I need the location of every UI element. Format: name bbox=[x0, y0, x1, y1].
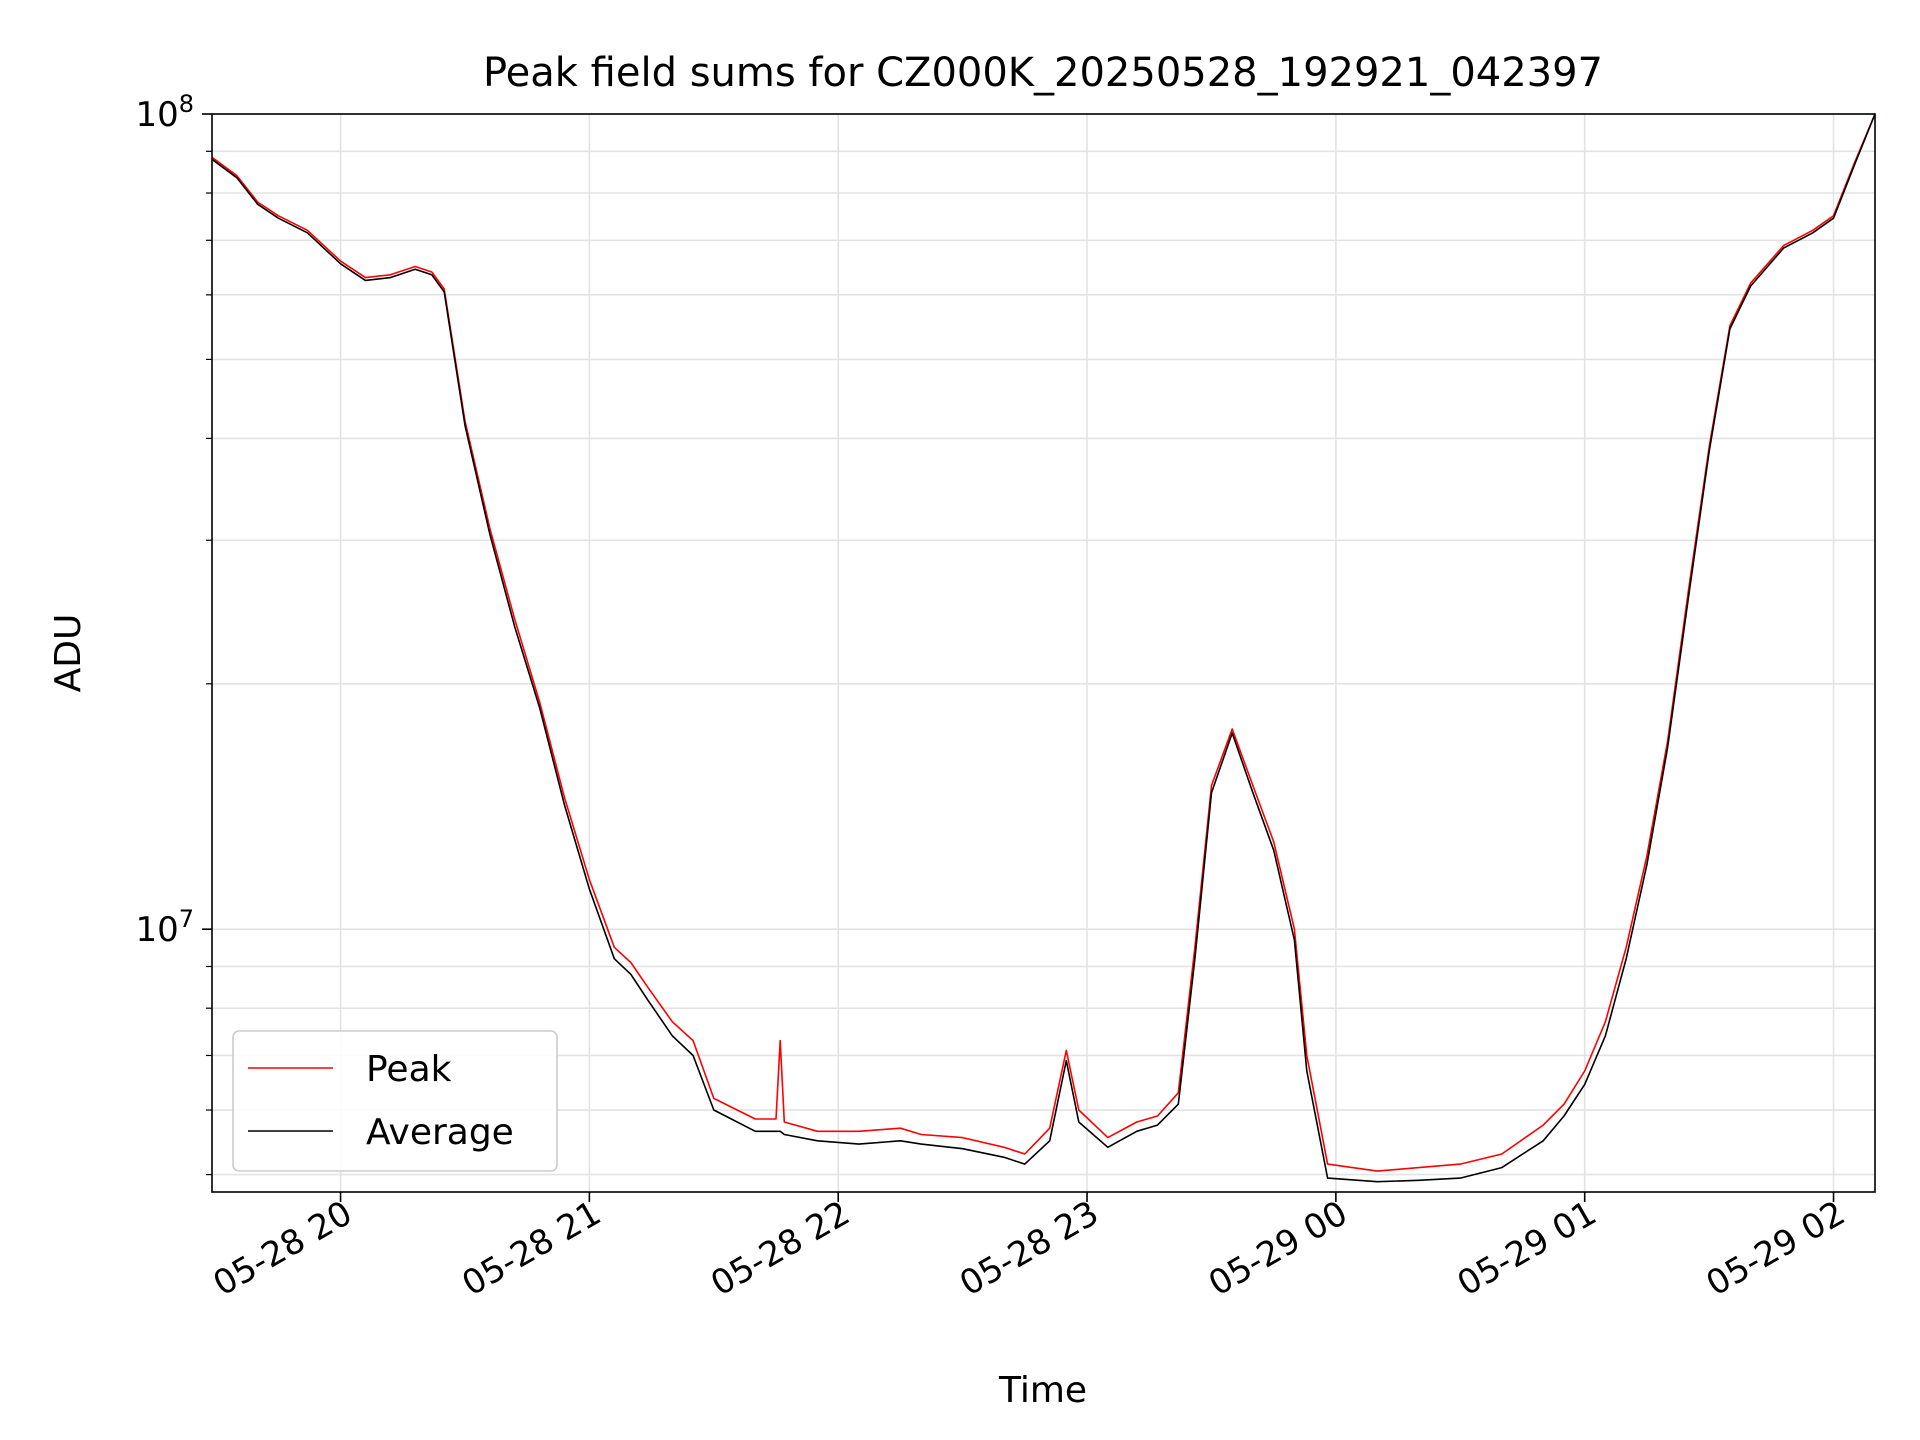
y-tick-label: 107 bbox=[135, 905, 194, 950]
y-axis-label: ADU bbox=[48, 614, 89, 693]
y-tick-label: 108 bbox=[135, 90, 194, 135]
series-line-peak bbox=[211, 113, 1876, 1172]
legend-box bbox=[232, 1030, 558, 1172]
plot-series bbox=[211, 113, 1876, 1183]
legend: Peak Average bbox=[232, 1030, 558, 1172]
chart-title: Peak field sums for CZ000K_20250528_1929… bbox=[483, 50, 1603, 96]
y-tick-label-base: 10 bbox=[135, 910, 178, 950]
y-tick-label-exponent: 8 bbox=[179, 90, 194, 118]
vertical-gridlines bbox=[339, 114, 1835, 1192]
y-tick-label-exponent: 7 bbox=[179, 905, 194, 933]
legend-label-average: Average bbox=[366, 1112, 514, 1153]
series-line-average bbox=[211, 113, 1876, 1183]
axes-frame bbox=[211, 113, 1876, 1193]
y-tick-label-base: 10 bbox=[135, 95, 178, 135]
legend-label-peak: Peak bbox=[366, 1049, 452, 1090]
x-axis-label: Time bbox=[998, 1370, 1087, 1411]
